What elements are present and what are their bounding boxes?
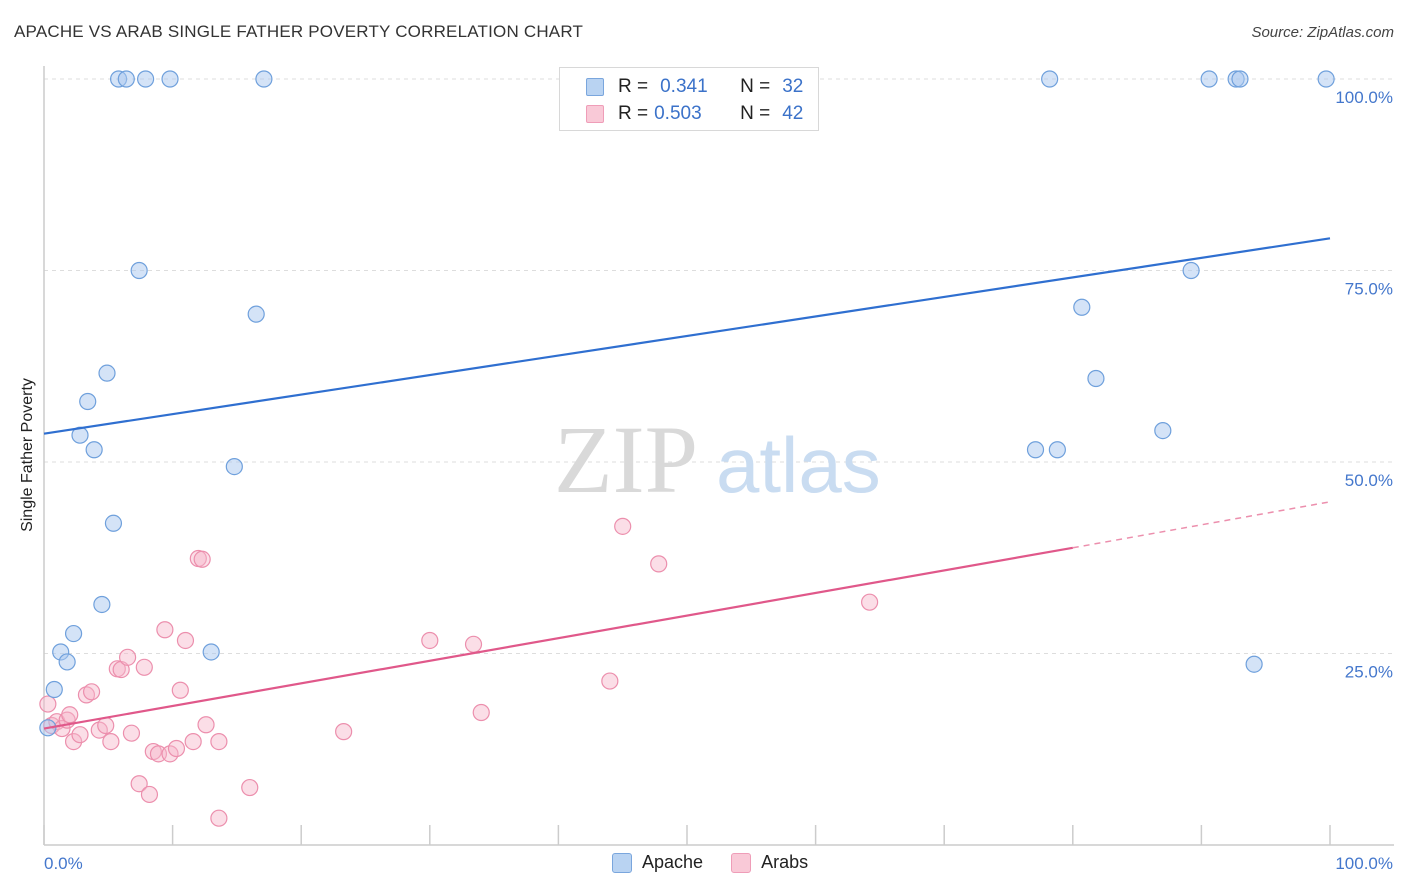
apache-point [1087,369,1105,388]
apache-point [1200,70,1218,88]
series-legend: Apache Arabs [612,852,836,873]
apache-legend-swatch [612,852,632,873]
apache-point [130,261,148,280]
arabs-n-label: N = [740,103,771,124]
legend-row-apache: R = 0.341 N = 32 [586,74,803,100]
arabs-point [135,658,153,676]
arabs-point [210,809,228,827]
arabs-legend-label: Arabs [761,852,809,872]
legend-item-arabs[interactable]: Arabs [731,852,808,873]
arabs-point [601,672,619,690]
arabs-point [156,621,174,639]
apache-r-value: 0.341 [660,76,708,97]
apache-point [58,653,76,671]
apache-point [64,624,83,643]
apache-point [255,70,273,88]
apache-swatch [586,78,604,96]
arabs-point [64,732,83,751]
apache-point [1026,441,1045,459]
apache-points [39,70,1335,737]
legend-row-arabs: R = 0.503 N = 42 [586,101,803,127]
arabs-n-value: 42 [782,103,804,124]
apache-point [247,305,265,323]
apache-point [93,595,111,614]
arabs-point [61,706,79,724]
arabs-trend-extension [1072,501,1331,549]
watermark-atlas: atlas [716,421,881,509]
arabs-point [197,716,215,734]
apache-point [1182,261,1200,280]
source-label: Source: ZipAtlas.com [1251,24,1394,41]
watermark: ZIP atlas [554,406,881,513]
watermark-zip: ZIP [554,406,698,513]
apache-point [1245,655,1263,673]
arabs-point [472,703,490,722]
arabs-point [650,555,668,573]
arabs-point [82,683,101,701]
y-tick-label-75: 75.0% [1345,280,1393,299]
tick-labels: 25.0% 50.0% 75.0% 100.0% 0.0% 100.0% [44,88,1393,873]
arabs-point [193,550,211,568]
arabs-swatch [586,105,604,123]
y-tick-label-25: 25.0% [1345,663,1393,682]
arabs-point [184,732,202,751]
apache-point [45,680,63,699]
arabs-point [140,785,159,804]
apache-point [1317,70,1335,88]
apache-point [1073,298,1091,316]
arabs-point [421,631,439,650]
apache-point [1041,70,1059,88]
apache-r-label: R = [618,76,649,97]
arabs-point [97,716,115,735]
arabs-point [335,723,353,741]
apache-point [104,514,123,532]
arabs-point [171,681,189,699]
gridlines [44,78,1394,654]
y-tick-label-100: 100.0% [1335,88,1393,107]
arabs-points [39,517,879,827]
arabs-r-value: 0.503 [654,103,702,124]
arabs-point [210,732,228,751]
trend-lines [43,237,1331,730]
axes [43,66,1394,846]
apache-point [85,441,103,459]
arabs-point [861,593,879,611]
arabs-point [77,686,96,704]
arabs-point [39,695,57,713]
apache-point [225,457,243,476]
arabs-point [176,631,195,650]
arabs-point [241,778,259,797]
apache-point [79,392,97,411]
arabs-point [118,648,137,666]
apache-point [117,70,135,88]
apache-point [98,364,116,382]
apache-trend-line [43,237,1331,435]
apache-point [1231,70,1249,88]
correlation-legend: R = 0.341 N = 32 R = 0.503 N = 42 [559,67,819,131]
arabs-point [614,517,632,535]
arabs-r-label: R = [618,103,649,124]
y-tick-label-50: 50.0% [1345,471,1393,490]
x-tick-label-max: 100.0% [1335,854,1393,873]
arabs-point [464,635,483,653]
arabs-point [102,732,120,751]
apache-point [1048,441,1066,459]
arabs-point [130,775,148,793]
apache-point [136,70,155,88]
arabs-trend-line [43,546,1073,730]
x-tick-label-min: 0.0% [44,854,83,873]
apache-point [1154,421,1172,440]
chart-title: APACHE VS ARAB SINGLE FATHER POVERTY COR… [14,22,584,41]
legend-item-apache[interactable]: Apache [612,852,703,873]
apache-n-value: 32 [782,76,804,97]
apache-legend-label: Apache [642,852,704,872]
apache-point [161,70,179,88]
arabs-legend-swatch [731,852,752,873]
arabs-point [167,739,186,758]
arabs-point [122,724,141,742]
apache-point [202,643,220,661]
arabs-point [71,726,89,744]
apache-n-label: N = [740,76,771,97]
